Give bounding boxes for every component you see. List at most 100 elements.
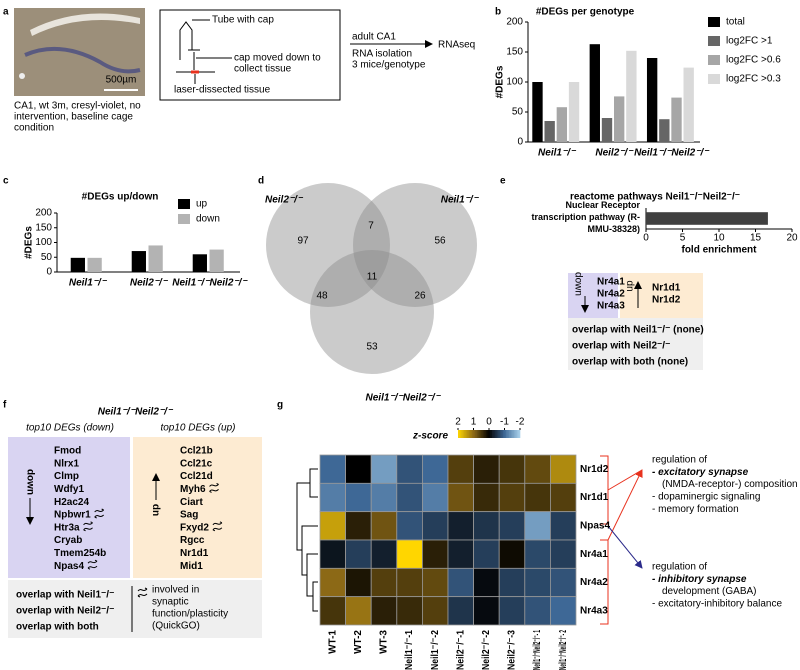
heatmap-cell: [370, 454, 398, 484]
heatmap-cell: [421, 482, 449, 513]
bar: [646, 212, 768, 225]
panel-label: f: [3, 400, 7, 411]
heatmap-cell: [421, 596, 449, 626]
row-label: Nr1d2: [580, 464, 609, 475]
colorbar-segment: [487, 430, 490, 438]
y-tick-label: 50: [41, 252, 53, 263]
heatmap-cell: [421, 511, 449, 541]
colorbar-segment: [504, 430, 507, 438]
colorbar-tick-label: 2: [455, 417, 461, 428]
tissue-layer: [30, 13, 140, 36]
panel-title: Neil1⁻/⁻Neil2⁻/⁻: [98, 407, 174, 418]
set-label: Neil1⁻/⁻Neil2⁻/⁻: [366, 393, 442, 404]
venn-count: 53: [366, 342, 378, 353]
legend-box: [8, 580, 262, 638]
colorbar-tick-label: 1: [471, 417, 477, 428]
legend-label: log2FC >1: [726, 36, 773, 47]
column-label: WT-3: [379, 630, 390, 654]
colorbar-segment: [468, 430, 471, 438]
gene: Cryab: [54, 535, 82, 546]
x-tick-label: 20: [786, 233, 798, 244]
heatmap-cell: [550, 454, 577, 484]
heatmap-cell: [345, 596, 372, 626]
panel-label: d: [258, 176, 264, 187]
y-tick-label: 200: [506, 17, 523, 28]
colorbar-segment: [475, 430, 477, 438]
y-tick-label: 0: [46, 267, 52, 278]
bar: [556, 107, 568, 142]
heatmap-cell: [447, 482, 475, 513]
dendrogram: [312, 581, 318, 612]
set-label: Neil1⁻/⁻: [441, 195, 480, 206]
legend-label: total: [726, 17, 745, 28]
colorbar-segment: [476, 430, 479, 438]
colorbar-tick-label: 0: [486, 417, 492, 428]
gene: Ciart: [180, 497, 203, 508]
gene: Myh6: [180, 484, 206, 495]
colorbar-tick-label: -2: [516, 417, 525, 428]
row-label: Nr4a1: [580, 549, 608, 560]
x-tick-label: Neil1⁻/⁻Neil2⁻/⁻: [634, 148, 710, 159]
y-tick-label: 150: [506, 47, 523, 58]
gene: Fxyd2: [180, 522, 209, 533]
chart-title: #DEGs per genotype: [536, 7, 635, 18]
heatmap-cell: [447, 567, 475, 598]
set-label: Neil2⁻/⁻: [265, 195, 304, 206]
heatmap-cell: [473, 454, 500, 484]
colorbar-segment: [481, 430, 484, 438]
scale-label: 500µm: [106, 75, 137, 86]
row-label: Nr4a2: [580, 577, 608, 588]
colorbar-segment: [515, 430, 518, 438]
colorbar-segment: [493, 430, 496, 438]
colorbar-segment: [510, 430, 513, 438]
synapse-icon: [137, 587, 148, 598]
heatmap-cell: [524, 567, 551, 598]
panel-label: b: [495, 7, 501, 18]
heatmap-cell: [345, 454, 372, 484]
heatmap-cell: [473, 596, 500, 626]
bar: [148, 245, 163, 272]
colorbar-segment: [458, 430, 460, 438]
colorbar-segment: [461, 430, 463, 438]
heatmap-cell: [319, 511, 347, 541]
x-tick-label: 15: [750, 233, 762, 244]
legend-label: down: [196, 214, 220, 225]
colorbar-segment: [501, 430, 504, 438]
gene: Ccl21d: [180, 471, 213, 482]
legend-swatch: [178, 214, 190, 224]
down-box: [568, 273, 618, 318]
heatmap-cell: [345, 539, 372, 569]
legend-label: overlap with both: [16, 622, 99, 633]
schematic-box: [159, 9, 341, 101]
gene: Wdfy1: [54, 484, 84, 495]
tube-icon: [179, 21, 193, 60]
bar: [70, 257, 85, 272]
colorbar-segment: [489, 430, 491, 438]
arrow: [607, 469, 643, 541]
gene: Nlrx1: [54, 458, 79, 469]
heatmap-cell: [524, 539, 551, 569]
gene: Tmem254b: [54, 548, 106, 559]
bar: [87, 257, 102, 272]
colorbar-segment: [467, 430, 470, 438]
schematic-text: collect tissue: [234, 64, 292, 75]
bar: [626, 50, 637, 142]
colorbar-segment: [485, 430, 488, 438]
bar: [683, 67, 694, 142]
heatmap-cell: [370, 567, 398, 598]
gene: Htr3a: [54, 522, 80, 533]
synapse-icon: [209, 482, 219, 493]
legend-label: overlap with Neil2⁻/⁻: [16, 606, 114, 617]
colorbar-segment: [482, 430, 485, 438]
legend-label: overlap with Neil1⁻/⁻ (none): [572, 325, 704, 336]
heatmap-cell: [550, 596, 577, 626]
schematic-text: Tube with cap: [212, 15, 274, 26]
colorbar-segment: [471, 430, 474, 438]
heatmap-cell: [447, 511, 475, 541]
column-label: Neil1⁻/⁻-2: [430, 630, 441, 670]
chart-title: reactome pathways Neil1⁻/⁻Neil2⁻/⁻: [570, 192, 740, 203]
legend-label: function/plasticity: [152, 609, 228, 620]
dendrogram: [309, 468, 318, 498]
x-tick-label: Neil1⁻/⁻: [538, 148, 577, 159]
